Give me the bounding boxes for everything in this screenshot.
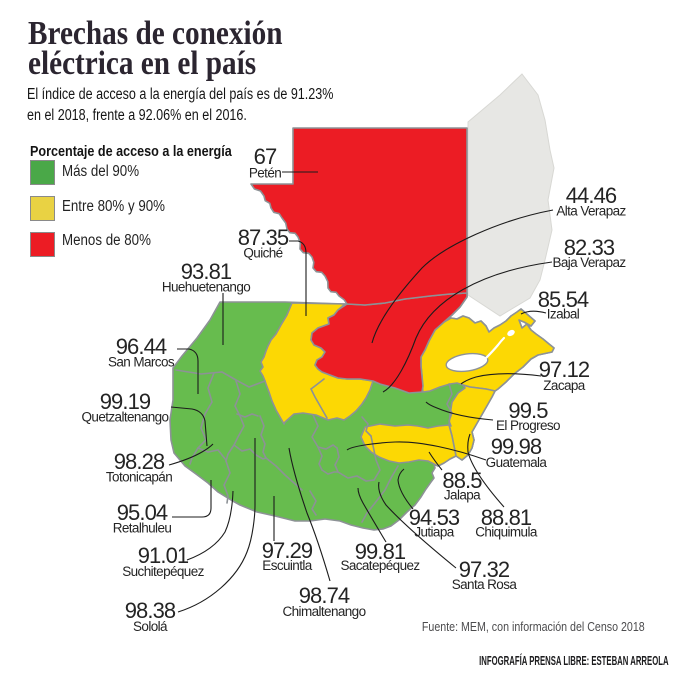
svg-text:99.98: 99.98: [491, 434, 542, 459]
svg-text:Alta Verapaz: Alta Verapaz: [556, 204, 626, 219]
svg-text:Quiché: Quiché: [243, 246, 282, 261]
svg-text:Santa Rosa: Santa Rosa: [452, 577, 518, 592]
svg-text:Sacatepéquez: Sacatepéquez: [340, 558, 420, 573]
svg-text:Escuintla: Escuintla: [262, 558, 312, 573]
svg-text:El Progreso: El Progreso: [496, 418, 560, 433]
svg-text:Huehuetenango: Huehuetenango: [162, 280, 250, 295]
svg-text:44.46: 44.46: [566, 183, 617, 208]
svg-text:98.74: 98.74: [299, 583, 350, 608]
svg-text:94.53: 94.53: [409, 505, 460, 530]
svg-text:Retalhuleu: Retalhuleu: [113, 521, 172, 536]
svg-text:88.5: 88.5: [442, 468, 482, 493]
svg-text:Zacapa: Zacapa: [543, 378, 586, 393]
svg-text:Jalapa: Jalapa: [444, 488, 481, 503]
svg-text:93.81: 93.81: [181, 259, 232, 284]
svg-text:82.33: 82.33: [564, 235, 615, 260]
svg-text:99.81: 99.81: [355, 539, 406, 564]
svg-text:98.38: 98.38: [125, 598, 176, 623]
svg-text:Suchitepéquez: Suchitepéquez: [122, 564, 204, 579]
svg-text:97.12: 97.12: [539, 357, 590, 382]
svg-text:91.01: 91.01: [138, 543, 189, 568]
svg-text:Quetzaltenango: Quetzaltenango: [82, 410, 169, 425]
svg-text:88.81: 88.81: [481, 505, 532, 530]
svg-text:Jutiapa: Jutiapa: [414, 525, 454, 540]
svg-text:87.35: 87.35: [238, 225, 289, 250]
svg-text:99.19: 99.19: [100, 389, 151, 414]
svg-text:San Marcos: San Marcos: [108, 355, 175, 370]
svg-text:Totonicapán: Totonicapán: [106, 470, 172, 485]
svg-text:96.44: 96.44: [116, 334, 167, 359]
svg-text:Izabal: Izabal: [547, 307, 580, 322]
svg-text:67: 67: [254, 144, 277, 169]
svg-text:97.32: 97.32: [459, 557, 510, 582]
svg-text:Chimaltenango: Chimaltenango: [282, 604, 365, 619]
svg-text:Petén: Petén: [249, 166, 281, 181]
svg-text:Sololá: Sololá: [133, 619, 168, 634]
svg-text:95.04: 95.04: [117, 500, 168, 525]
svg-text:Guatemala: Guatemala: [486, 455, 548, 470]
svg-text:Baja Verapaz: Baja Verapaz: [552, 255, 626, 270]
svg-text:99.5: 99.5: [508, 398, 548, 423]
svg-text:97.29: 97.29: [262, 538, 313, 563]
svg-text:98.28: 98.28: [114, 449, 165, 474]
svg-text:Chiquimula: Chiquimula: [475, 525, 538, 540]
svg-text:85.54: 85.54: [538, 287, 589, 312]
